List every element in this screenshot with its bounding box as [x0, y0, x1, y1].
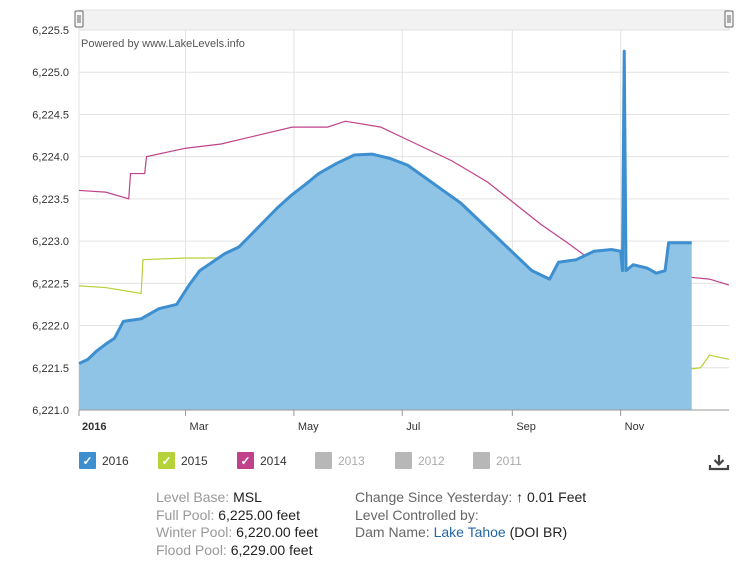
y-tick-label: 6,222.0: [32, 321, 69, 333]
series-2016-line: [78, 49, 692, 365]
legend-label: 2016: [102, 453, 129, 468]
y-tick-label: 6,222.5: [32, 278, 69, 290]
legend-item-2013[interactable]: 2013: [315, 452, 365, 469]
legend-item-2016[interactable]: ✓ 2016: [79, 452, 129, 469]
checkbox-icon: [315, 452, 332, 469]
y-tick-label: 6,224.5: [32, 109, 69, 121]
legend-item-2012[interactable]: 2012: [395, 452, 445, 469]
x-tick-label: Mar: [190, 421, 209, 433]
y-tick-label: 6,225.5: [32, 25, 69, 37]
y-tick-label: 6,225.0: [32, 67, 69, 79]
y-tick-label: 6,223.0: [32, 236, 69, 248]
controlled-row: Level Controlled by:: [355, 506, 479, 523]
checkbox-icon: ✓: [237, 452, 254, 469]
navigator-bar: [78, 9, 730, 31]
level-base-row: Level Base: MSL: [156, 489, 262, 505]
series-2016-area: [79, 51, 692, 410]
legend-item-2011[interactable]: 2011: [473, 452, 522, 469]
legend-item-2014[interactable]: ✓ 2014: [237, 452, 287, 469]
winter-pool-row: Winter Pool: 6,220.00 feet: [156, 524, 318, 540]
pool-info: Level Base: MSL Full Pool: 6,225.00 feet…: [156, 489, 318, 559]
navigator-handle-left: [74, 10, 84, 28]
legend-label: 2013: [338, 453, 365, 468]
checkbox-icon: ✓: [158, 452, 175, 469]
chart-credit: Powered by www.LakeLevels.info: [81, 38, 245, 50]
y-tick-label: 6,221.0: [32, 405, 69, 417]
x-tick-label: 2016: [82, 421, 106, 433]
legend-label: 2012: [418, 453, 445, 468]
y-tick-label: 6,224.0: [32, 152, 69, 164]
change-row: Change Since Yesterday: ↑ 0.01 Feet: [355, 489, 587, 505]
dam-row: Dam Name: Lake Tahoe (DOI BR): [355, 524, 568, 540]
legend-label: 2014: [260, 453, 287, 468]
download-icon[interactable]: [708, 453, 730, 471]
checkbox-icon: ✓: [79, 452, 96, 469]
checkbox-icon: [473, 452, 490, 469]
checkbox-icon: [395, 452, 412, 469]
legend-item-2015[interactable]: ✓ 2015: [158, 452, 208, 469]
dam-link[interactable]: Lake Tahoe: [433, 524, 506, 540]
x-tick-label: Nov: [625, 421, 645, 433]
legend-label: 2015: [181, 453, 208, 468]
flood-pool-row: Flood Pool: 6,229.00 feet: [156, 541, 313, 558]
lake-level-chart: 6,221.0 6,221.5 6,222.0 6,222.5 6,223.0 6,223…: [32, 9, 734, 433]
x-tick-label: May: [298, 421, 319, 433]
full-pool-row: Full Pool: 6,225.00 feet: [156, 506, 300, 523]
y-tick-label: 6,223.5: [32, 194, 69, 206]
x-tick-label: Sep: [516, 421, 536, 433]
x-tick-label: Jul: [406, 421, 420, 433]
dam-info: Change Since Yesterday: ↑ 0.01 Feet Leve…: [355, 489, 586, 542]
up-arrow-icon: ↑: [516, 489, 524, 505]
legend-label: 2011: [496, 453, 522, 468]
navigator-handle-right: [724, 10, 734, 28]
y-tick-label: 6,221.5: [32, 363, 69, 375]
